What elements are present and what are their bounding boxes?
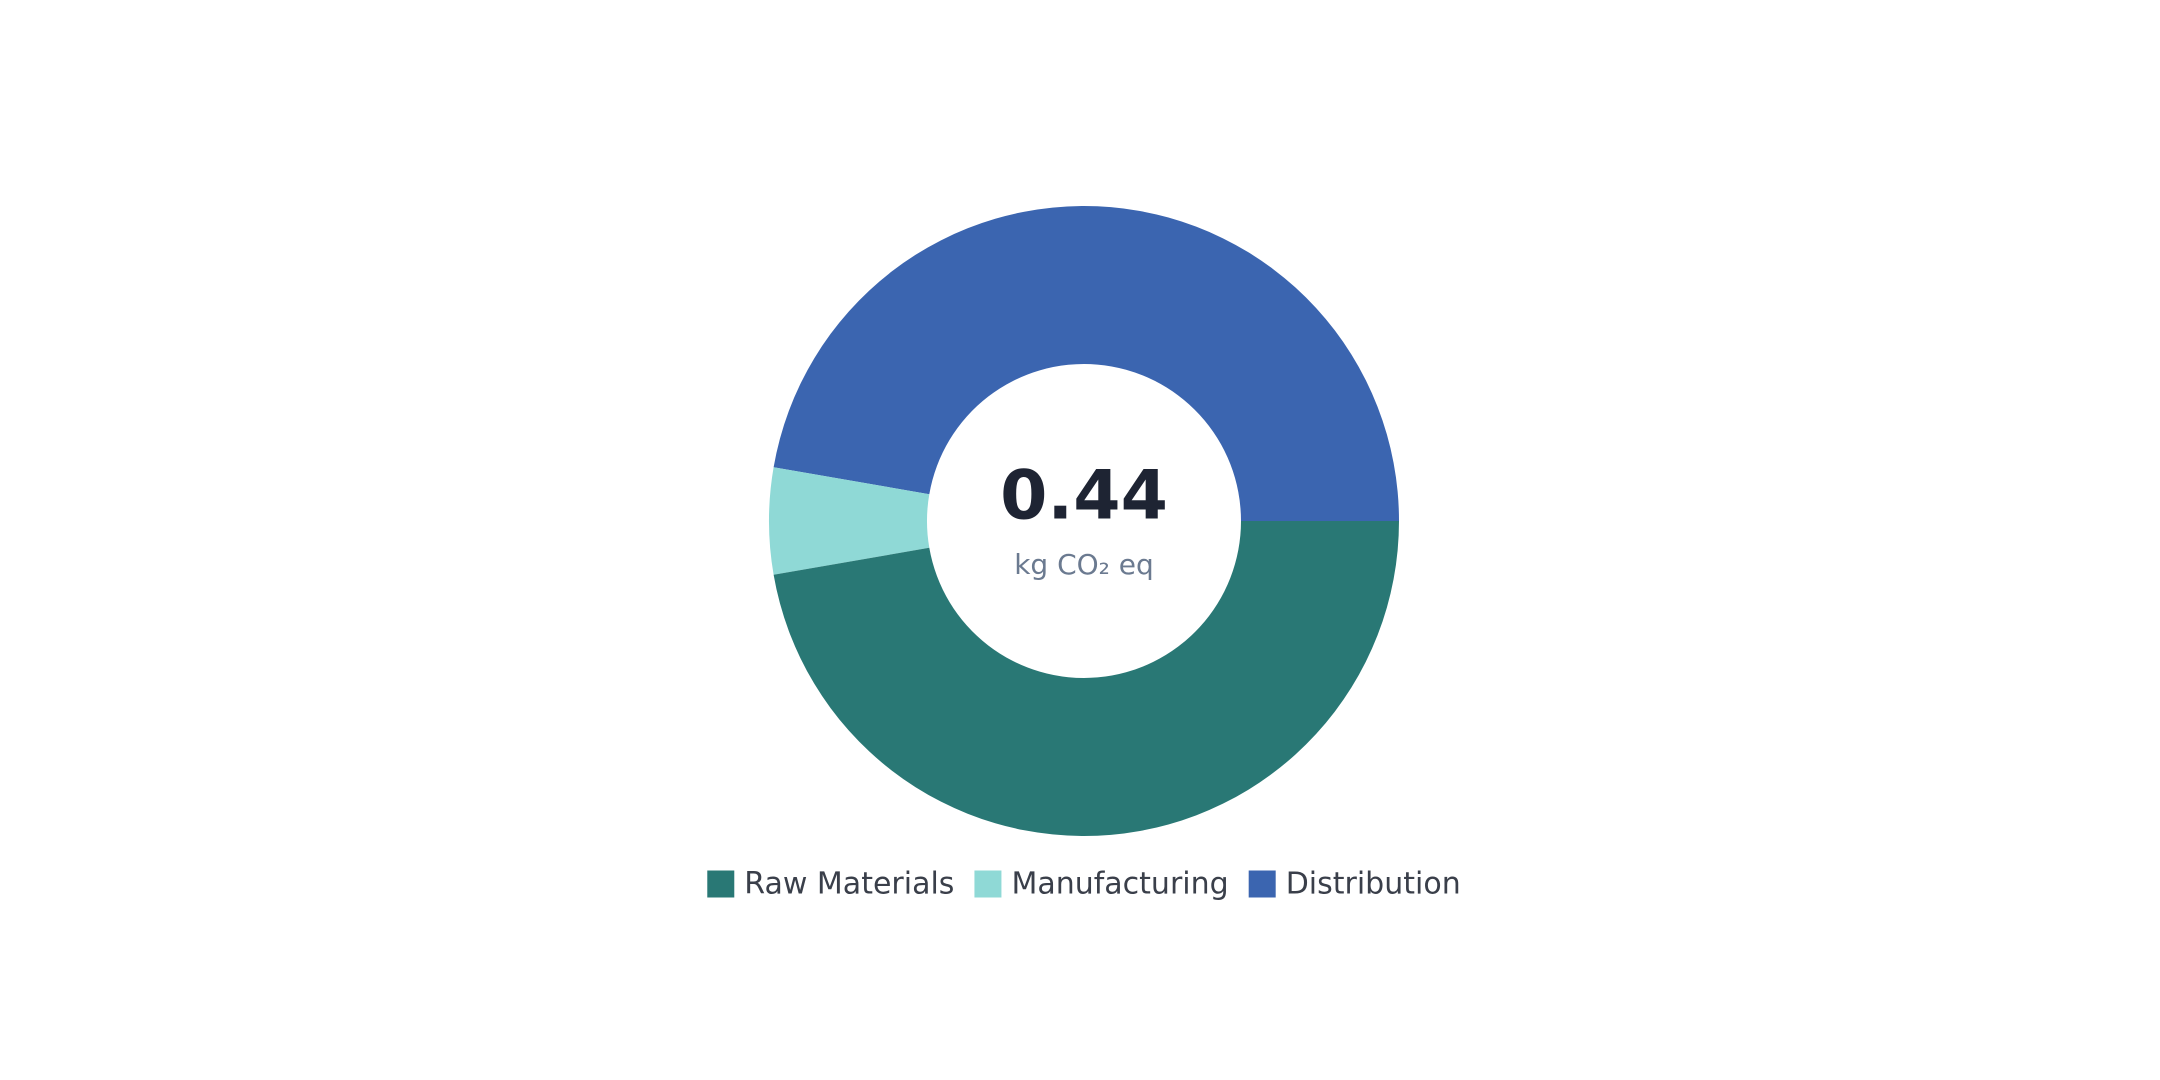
legend-label: Manufacturing (1011, 867, 1228, 902)
donut-segment (773, 521, 1399, 837)
donut-segment (773, 205, 1399, 522)
legend-swatch (974, 870, 1002, 898)
legend-swatch (1248, 870, 1276, 898)
legend-label: Raw Materials (744, 867, 954, 902)
legend-swatch (707, 870, 735, 898)
legend-label: Distribution (1286, 867, 1461, 902)
legend: Raw Materials Manufacturing Distribution (707, 867, 1461, 902)
donut-segment (769, 467, 930, 575)
center-label: kg CO₂ eq (1014, 548, 1154, 581)
center-value: 0.44 (1000, 457, 1168, 536)
